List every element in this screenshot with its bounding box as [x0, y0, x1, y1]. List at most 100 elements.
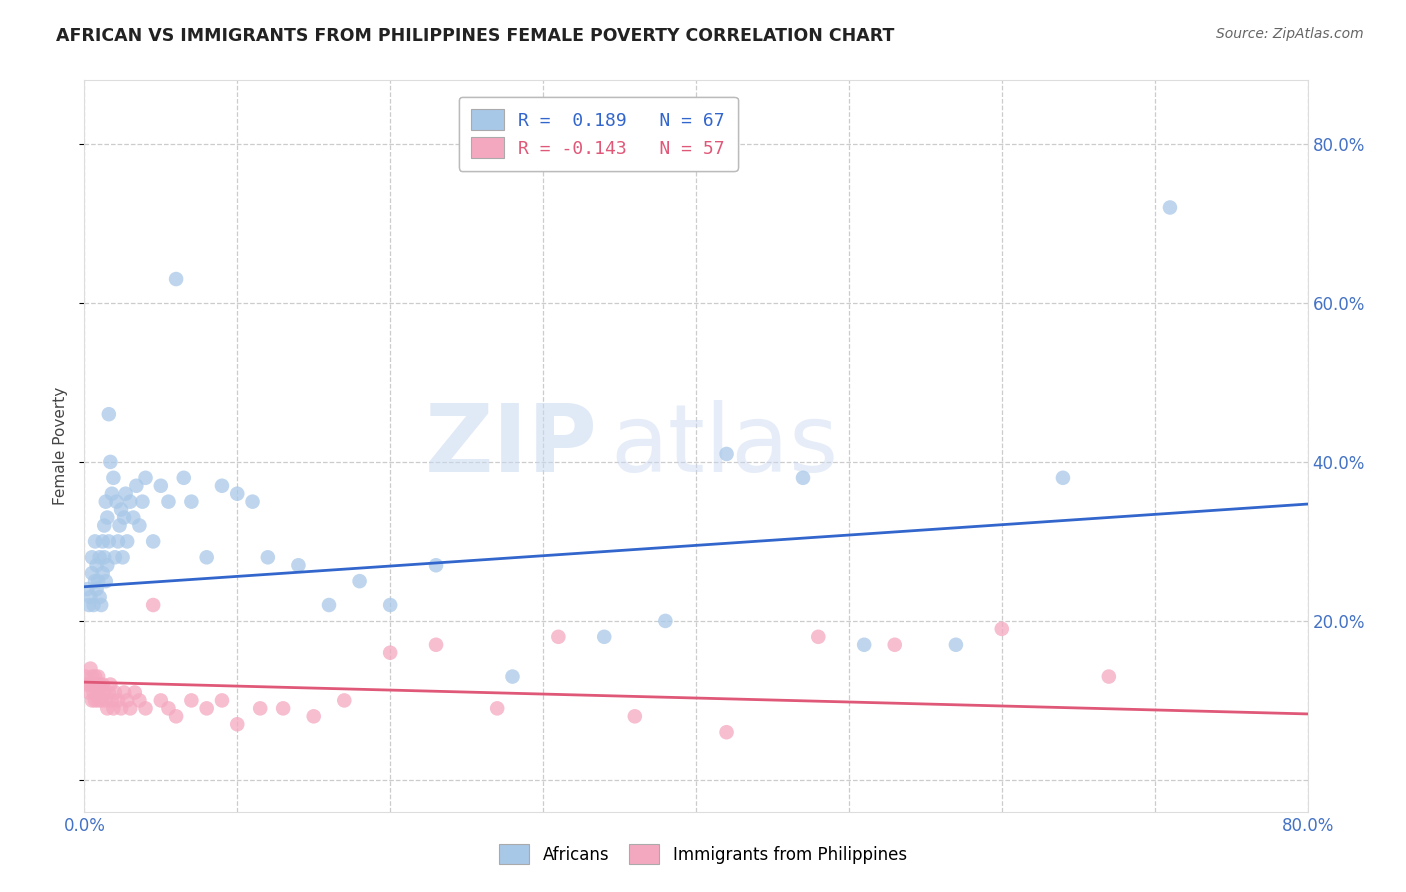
Point — [142, 534, 165, 549]
Point — [853, 638, 876, 652]
Point — [93, 685, 115, 699]
Text: atlas: atlas — [610, 400, 838, 492]
Point — [165, 709, 187, 723]
Point — [80, 566, 103, 581]
Point — [287, 558, 309, 573]
Point — [112, 685, 135, 699]
Point — [135, 701, 157, 715]
Point — [94, 494, 117, 508]
Point — [87, 693, 110, 707]
Point — [89, 677, 111, 691]
Point — [94, 574, 117, 589]
Point — [96, 701, 118, 715]
Point — [547, 630, 569, 644]
Point — [249, 701, 271, 715]
Point — [486, 701, 509, 715]
Point — [165, 272, 187, 286]
Point — [76, 582, 98, 596]
Point — [425, 558, 447, 573]
Point — [79, 662, 101, 676]
Point — [807, 630, 830, 644]
Point — [84, 534, 107, 549]
Point — [318, 598, 340, 612]
Point — [624, 709, 647, 723]
Point — [135, 471, 157, 485]
Point — [75, 669, 97, 683]
Point — [211, 693, 233, 707]
Point — [945, 638, 967, 652]
Point — [86, 685, 108, 699]
Point — [80, 550, 103, 565]
Point — [124, 685, 146, 699]
Point — [91, 566, 114, 581]
Point — [96, 558, 118, 573]
Point — [103, 701, 125, 715]
Point — [257, 550, 280, 565]
Point — [87, 574, 110, 589]
Point — [94, 693, 117, 707]
Point — [91, 534, 114, 549]
Point — [114, 486, 136, 500]
Point — [76, 677, 98, 691]
Point — [107, 693, 129, 707]
Point — [302, 709, 325, 723]
Legend: R =  0.189   N = 67, R = -0.143   N = 57: R = 0.189 N = 67, R = -0.143 N = 57 — [458, 96, 738, 171]
Point — [128, 693, 150, 707]
Point — [90, 693, 112, 707]
Point — [654, 614, 676, 628]
Text: AFRICAN VS IMMIGRANTS FROM PHILIPPINES FEMALE POVERTY CORRELATION CHART: AFRICAN VS IMMIGRANTS FROM PHILIPPINES F… — [56, 27, 894, 45]
Point — [84, 693, 107, 707]
Point — [86, 558, 108, 573]
Point — [1052, 471, 1074, 485]
Point — [97, 407, 120, 421]
Point — [104, 685, 127, 699]
Point — [180, 693, 202, 707]
Point — [89, 550, 111, 565]
Point — [142, 598, 165, 612]
Point — [111, 550, 134, 565]
Point — [83, 598, 105, 612]
Point — [77, 685, 100, 699]
Point — [380, 598, 402, 612]
Point — [120, 701, 142, 715]
Point — [86, 582, 108, 596]
Point — [104, 550, 127, 565]
Text: ZIP: ZIP — [425, 400, 598, 492]
Point — [226, 717, 249, 731]
Point — [242, 494, 264, 508]
Point — [80, 669, 103, 683]
Point — [195, 701, 218, 715]
Point — [93, 550, 115, 565]
Point — [101, 486, 124, 500]
Point — [105, 494, 128, 508]
Point — [380, 646, 402, 660]
Point — [195, 550, 218, 565]
Point — [226, 486, 249, 500]
Y-axis label: Female Poverty: Female Poverty — [53, 387, 69, 505]
Point — [108, 518, 131, 533]
Point — [425, 638, 447, 652]
Point — [792, 471, 814, 485]
Point — [115, 534, 138, 549]
Point — [120, 494, 142, 508]
Point — [716, 447, 738, 461]
Point — [107, 534, 129, 549]
Point — [110, 502, 132, 516]
Point — [122, 510, 145, 524]
Point — [80, 693, 103, 707]
Point — [1098, 669, 1121, 683]
Point — [79, 590, 101, 604]
Point — [883, 638, 905, 652]
Point — [90, 598, 112, 612]
Point — [89, 685, 111, 699]
Point — [84, 669, 107, 683]
Point — [157, 494, 180, 508]
Point — [180, 494, 202, 508]
Point — [991, 622, 1014, 636]
Point — [502, 669, 524, 683]
Point — [271, 701, 294, 715]
Point — [101, 693, 124, 707]
Point — [97, 534, 120, 549]
Point — [103, 471, 125, 485]
Point — [333, 693, 356, 707]
